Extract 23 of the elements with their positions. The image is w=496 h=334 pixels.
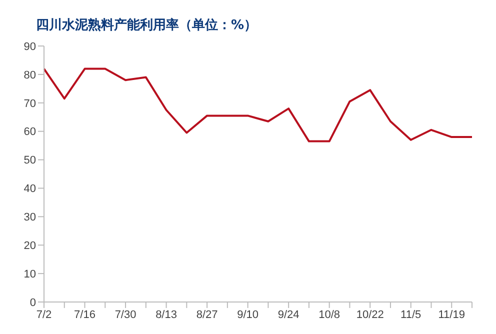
y-tick-label: 70 (24, 98, 36, 110)
x-tick-label: 9/24 (278, 308, 300, 321)
y-tick-label: 10 (24, 268, 36, 280)
x-tick-label: 11/19 (438, 308, 465, 321)
chart-title: 四川水泥熟料产能利用率（单位：%） (35, 16, 258, 34)
x-tick-label: 8/27 (196, 308, 218, 321)
x-tick-label: 11/5 (400, 308, 422, 321)
x-tick-label: 7/2 (36, 308, 52, 321)
y-tick-label: 20 (24, 240, 36, 252)
line-series (43, 68, 473, 142)
x-tick-label: 9/10 (237, 308, 259, 321)
x-tick-label: 10/22 (356, 308, 384, 321)
y-tick-label: 50 (24, 154, 36, 167)
x-tick-label: 10/8 (318, 308, 340, 321)
y-tick-label: 80 (24, 69, 36, 82)
y-tick-label: 90 (24, 40, 36, 53)
x-tick-label: 7/30 (114, 308, 136, 321)
x-tick-label: 8/13 (156, 308, 177, 321)
y-tick-label: 30 (24, 212, 36, 224)
y-tick-label: 0 (30, 296, 36, 309)
y-tick-label: 40 (24, 183, 36, 196)
y-tick-label: 60 (24, 126, 36, 138)
x-tick-label: 7/16 (74, 308, 96, 321)
